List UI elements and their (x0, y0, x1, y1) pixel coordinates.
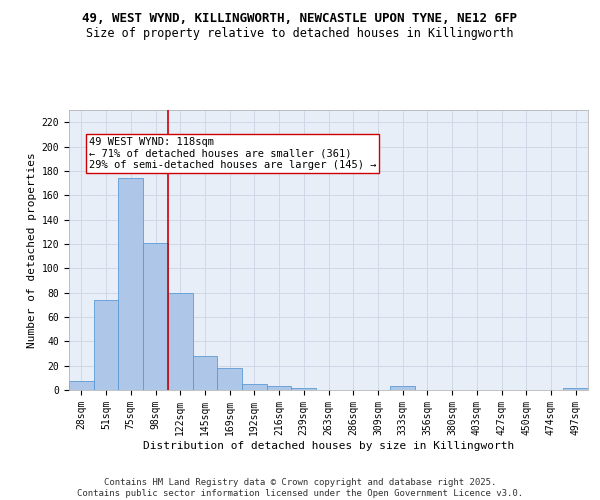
Bar (563, 388, 588, 390)
Bar (118, 178, 143, 390)
Bar (267, 386, 292, 390)
Y-axis label: Number of detached properties: Number of detached properties (28, 152, 37, 348)
Text: 49 WEST WYND: 118sqm
← 71% of detached houses are smaller (361)
29% of semi-deta: 49 WEST WYND: 118sqm ← 71% of detached h… (89, 137, 376, 170)
Text: 49, WEST WYND, KILLINGWORTH, NEWCASTLE UPON TYNE, NE12 6FP: 49, WEST WYND, KILLINGWORTH, NEWCASTLE U… (83, 12, 517, 26)
Text: Contains HM Land Registry data © Crown copyright and database right 2025.
Contai: Contains HM Land Registry data © Crown c… (77, 478, 523, 498)
Bar (217, 368, 242, 390)
Bar (242, 384, 267, 390)
Bar (193, 356, 217, 390)
Bar (94, 300, 118, 390)
Bar (168, 292, 193, 390)
Bar (292, 388, 316, 390)
Text: Size of property relative to detached houses in Killingworth: Size of property relative to detached ho… (86, 28, 514, 40)
Bar (69, 382, 94, 390)
Bar (143, 242, 168, 390)
Bar (390, 386, 415, 390)
X-axis label: Distribution of detached houses by size in Killingworth: Distribution of detached houses by size … (143, 440, 514, 450)
